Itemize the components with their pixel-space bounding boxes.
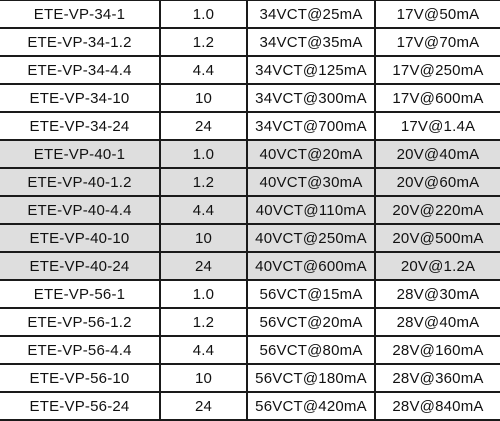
- model-cell: ETE-VP-56-1: [0, 279, 161, 309]
- secondary-cell: 17V@50mA: [374, 0, 500, 29]
- primary-cell: 34VCT@25mA: [246, 0, 376, 29]
- rating-cell: 10: [159, 223, 248, 253]
- rating-cell: 4.4: [159, 195, 248, 225]
- secondary-cell: 20V@40mA: [374, 139, 500, 169]
- rating-cell: 1.2: [159, 307, 248, 337]
- table-row: ETE-VP-34-24 24 34VCT@700mA 17V@1.4A: [0, 111, 500, 141]
- secondary-cell: 17V@70mA: [374, 27, 500, 57]
- secondary-cell: 28V@40mA: [374, 307, 500, 337]
- model-cell: ETE-VP-34-24: [0, 111, 161, 141]
- model-cell: ETE-VP-40-10: [0, 223, 161, 253]
- table-row: ETE-VP-56-24 24 56VCT@420mA 28V@840mA: [0, 391, 500, 421]
- model-cell: ETE-VP-34-1.2: [0, 27, 161, 57]
- primary-cell: 34VCT@125mA: [246, 55, 376, 85]
- table-row: ETE-VP-56-1 1.0 56VCT@15mA 28V@30mA: [0, 279, 500, 309]
- rating-cell: 4.4: [159, 55, 248, 85]
- primary-cell: 34VCT@35mA: [246, 27, 376, 57]
- primary-cell: 56VCT@80mA: [246, 335, 376, 365]
- model-cell: ETE-VP-34-4.4: [0, 55, 161, 85]
- secondary-cell: 17V@1.4A: [374, 111, 500, 141]
- model-cell: ETE-VP-40-4.4: [0, 195, 161, 225]
- secondary-cell: 28V@840mA: [374, 391, 500, 421]
- rating-cell: 24: [159, 251, 248, 281]
- table-row: ETE-VP-56-10 10 56VCT@180mA 28V@360mA: [0, 363, 500, 393]
- rating-cell: 1.0: [159, 0, 248, 29]
- model-cell: ETE-VP-40-24: [0, 251, 161, 281]
- primary-cell: 40VCT@30mA: [246, 167, 376, 197]
- table-row: ETE-VP-34-1 1.0 34VCT@25mA 17V@50mA: [0, 0, 500, 29]
- model-cell: ETE-VP-40-1.2: [0, 167, 161, 197]
- secondary-cell: 28V@160mA: [374, 335, 500, 365]
- rating-cell: 24: [159, 111, 248, 141]
- model-cell: ETE-VP-56-4.4: [0, 335, 161, 365]
- table-row: ETE-VP-56-4.4 4.4 56VCT@80mA 28V@160mA: [0, 335, 500, 365]
- rating-cell: 1.0: [159, 139, 248, 169]
- model-cell: ETE-VP-34-1: [0, 0, 161, 29]
- rating-cell: 24: [159, 391, 248, 421]
- table-row: ETE-VP-40-4.4 4.4 40VCT@110mA 20V@220mA: [0, 195, 500, 225]
- table-row: ETE-VP-40-1 1.0 40VCT@20mA 20V@40mA: [0, 139, 500, 169]
- secondary-cell: 20V@220mA: [374, 195, 500, 225]
- rating-cell: 10: [159, 83, 248, 113]
- rating-cell: 1.2: [159, 167, 248, 197]
- primary-cell: 56VCT@15mA: [246, 279, 376, 309]
- rating-cell: 1.2: [159, 27, 248, 57]
- rating-cell: 10: [159, 363, 248, 393]
- table-row: ETE-VP-34-1.2 1.2 34VCT@35mA 17V@70mA: [0, 27, 500, 57]
- secondary-cell: 20V@60mA: [374, 167, 500, 197]
- rating-cell: 1.0: [159, 279, 248, 309]
- primary-cell: 40VCT@20mA: [246, 139, 376, 169]
- model-cell: ETE-VP-56-24: [0, 391, 161, 421]
- table-row: ETE-VP-40-1.2 1.2 40VCT@30mA 20V@60mA: [0, 167, 500, 197]
- table-row: ETE-VP-56-1.2 1.2 56VCT@20mA 28V@40mA: [0, 307, 500, 337]
- model-cell: ETE-VP-34-10: [0, 83, 161, 113]
- secondary-cell: 28V@30mA: [374, 279, 500, 309]
- primary-cell: 56VCT@180mA: [246, 363, 376, 393]
- secondary-cell: 20V@1.2A: [374, 251, 500, 281]
- model-cell: ETE-VP-56-10: [0, 363, 161, 393]
- primary-cell: 40VCT@110mA: [246, 195, 376, 225]
- secondary-cell: 20V@500mA: [374, 223, 500, 253]
- secondary-cell: 17V@250mA: [374, 55, 500, 85]
- primary-cell: 34VCT@700mA: [246, 111, 376, 141]
- table-row: ETE-VP-40-10 10 40VCT@250mA 20V@500mA: [0, 223, 500, 253]
- primary-cell: 34VCT@300mA: [246, 83, 376, 113]
- table-row: ETE-VP-40-24 24 40VCT@600mA 20V@1.2A: [0, 251, 500, 281]
- table-row: ETE-VP-34-10 10 34VCT@300mA 17V@600mA: [0, 83, 500, 113]
- primary-cell: 40VCT@250mA: [246, 223, 376, 253]
- secondary-cell: 17V@600mA: [374, 83, 500, 113]
- model-cell: ETE-VP-56-1.2: [0, 307, 161, 337]
- primary-cell: 56VCT@20mA: [246, 307, 376, 337]
- primary-cell: 56VCT@420mA: [246, 391, 376, 421]
- table-row: ETE-VP-34-4.4 4.4 34VCT@125mA 17V@250mA: [0, 55, 500, 85]
- rating-cell: 4.4: [159, 335, 248, 365]
- model-cell: ETE-VP-40-1: [0, 139, 161, 169]
- secondary-cell: 28V@360mA: [374, 363, 500, 393]
- primary-cell: 40VCT@600mA: [246, 251, 376, 281]
